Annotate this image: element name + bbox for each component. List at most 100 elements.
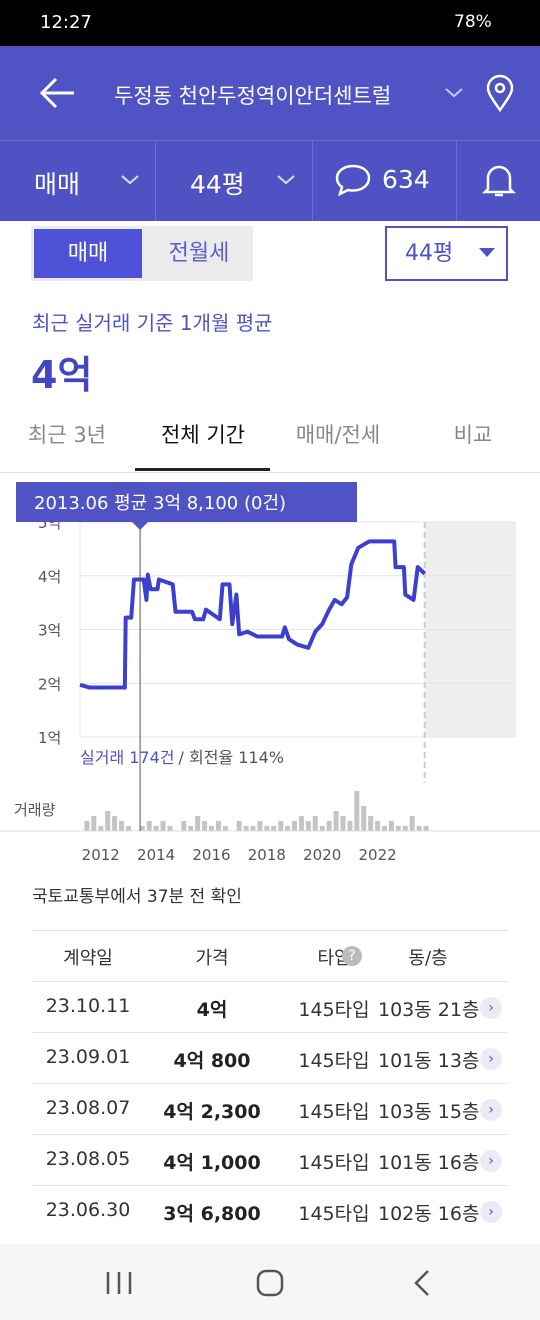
- title[interactable]: 두정동 천안두정역이안더센트럴: [114, 84, 392, 108]
- time: 12:27: [40, 12, 92, 33]
- period-tabs: 최근 3년 전체 기간 매매/전세 비교: [0, 405, 540, 473]
- row-arrow[interactable]: ›: [480, 1048, 502, 1070]
- y-tick-label: 1억: [38, 729, 61, 747]
- period-tab[interactable]: 전체 기간: [161, 423, 245, 447]
- volume-bar: [84, 821, 90, 831]
- trade-tab[interactable]: 매매: [34, 170, 81, 199]
- volume-bar: [319, 826, 325, 831]
- table-cell: 23.08.05: [45, 1148, 131, 1170]
- size-tab[interactable]: 44평: [190, 170, 245, 199]
- comment-count[interactable]: 634: [382, 165, 430, 194]
- x-tick-label: 2022: [358, 846, 396, 864]
- y-tick-label: 3억: [38, 622, 61, 640]
- table-cell: 145타입: [298, 1050, 370, 1072]
- volume-bar: [423, 826, 429, 831]
- row-divider: [32, 1185, 508, 1186]
- legend-count: 실거래 174건: [80, 748, 175, 767]
- volume-bar: [368, 816, 374, 831]
- bell-icon[interactable]: [482, 163, 516, 199]
- volume-bar: [312, 816, 318, 831]
- period-tab[interactable]: 비교: [453, 423, 493, 447]
- size-select[interactable]: 44평: [385, 226, 508, 281]
- summary-label: 최근 실거래 기준 1개월 평균: [32, 311, 273, 335]
- legend: 실거래 174건 / 회전율 114%: [80, 748, 284, 767]
- table-cell: 4억 800: [173, 1050, 251, 1072]
- volume-bar: [188, 826, 194, 831]
- volume-bar: [208, 826, 214, 831]
- volume-bar: [167, 826, 173, 831]
- table-cell: 23.10.11: [45, 995, 131, 1017]
- divider: [155, 141, 156, 221]
- row-arrow[interactable]: ›: [480, 1099, 502, 1121]
- volume-bar: [215, 821, 221, 831]
- help-icon: ?: [342, 946, 362, 966]
- table-cell: 23.09.01: [45, 1046, 131, 1068]
- row-arrow[interactable]: ›: [480, 997, 502, 1019]
- table-header: 동/층: [408, 948, 448, 969]
- table-cell: 103동 21층: [378, 999, 480, 1021]
- table-cell: 102동 16층: [378, 1203, 480, 1225]
- status-bar: 12:27 78%: [0, 0, 540, 46]
- volume-bar: [125, 826, 131, 831]
- location-icon[interactable]: [484, 74, 516, 112]
- tab-bar: 매매 44평 634: [0, 140, 540, 221]
- caret: [479, 248, 495, 257]
- volume-bar: [119, 821, 125, 831]
- table-header: 계약일: [63, 948, 113, 969]
- volume-bar: [202, 821, 208, 831]
- volume-bar: [298, 816, 304, 831]
- table-cell: 4억 1,000: [163, 1152, 261, 1174]
- volume-bar: [361, 806, 367, 831]
- period-tab[interactable]: 매매/전세: [295, 423, 381, 447]
- volume-bar: [243, 826, 249, 831]
- row-arrow[interactable]: ›: [480, 1201, 502, 1223]
- y-tick-label: 4억: [38, 568, 61, 586]
- table-cell: 145타입: [298, 1203, 370, 1225]
- period-tab[interactable]: 최근 3년: [28, 423, 106, 447]
- tooltip-text: 2013.06 평균 3억 8,100 (0건): [34, 493, 286, 514]
- volume-bar: [402, 826, 408, 831]
- table-cell: 145타입: [298, 999, 370, 1021]
- volume-bar: [340, 816, 346, 831]
- volume-bar: [278, 821, 284, 831]
- y-tick-label: 2억: [38, 675, 61, 693]
- comment-icon[interactable]: [334, 163, 372, 197]
- volume-bar: [160, 821, 166, 831]
- volume-bar: [382, 826, 388, 831]
- chevron: [445, 88, 463, 98]
- volume-bar: [98, 826, 104, 831]
- summary-value: 4억: [31, 353, 93, 397]
- x-tick-label: 2020: [303, 846, 341, 864]
- volume-bar: [153, 826, 159, 831]
- volume-bar: [271, 826, 277, 831]
- x-tick-label: 2014: [137, 846, 175, 864]
- table-cell: 23.08.07: [45, 1097, 131, 1119]
- volume-bar: [395, 826, 401, 831]
- volume-bar: [354, 791, 360, 831]
- table-cell: 4억: [196, 999, 228, 1021]
- toggle: 매매 전월세: [31, 226, 253, 281]
- row-divider: [32, 1032, 508, 1033]
- table-cell: 101동 13층: [378, 1050, 480, 1072]
- table-cell: 3억 6,800: [163, 1203, 261, 1225]
- row-divider: [32, 1083, 508, 1084]
- volume-label: 거래량: [14, 801, 56, 819]
- volume-bar: [105, 811, 111, 831]
- toggle-off[interactable]: 전월세: [168, 241, 230, 266]
- table-cell: 103동 15층: [378, 1101, 480, 1123]
- x-tick-label: 2012: [82, 846, 120, 864]
- tab-underline: [135, 468, 270, 471]
- back-icon[interactable]: [38, 76, 78, 110]
- volume-bar: [292, 821, 298, 831]
- x-tick-label: 2016: [192, 846, 230, 864]
- divider: [456, 141, 457, 221]
- volume-bar: [285, 826, 291, 831]
- source: 국토교통부에서 37분 전 확인: [32, 887, 242, 907]
- volume-bar: [333, 811, 339, 831]
- volume-bar: [236, 821, 242, 831]
- row-arrow[interactable]: ›: [480, 1150, 502, 1172]
- volume-bar: [305, 821, 311, 831]
- toggle-on[interactable]: 매매: [34, 229, 142, 278]
